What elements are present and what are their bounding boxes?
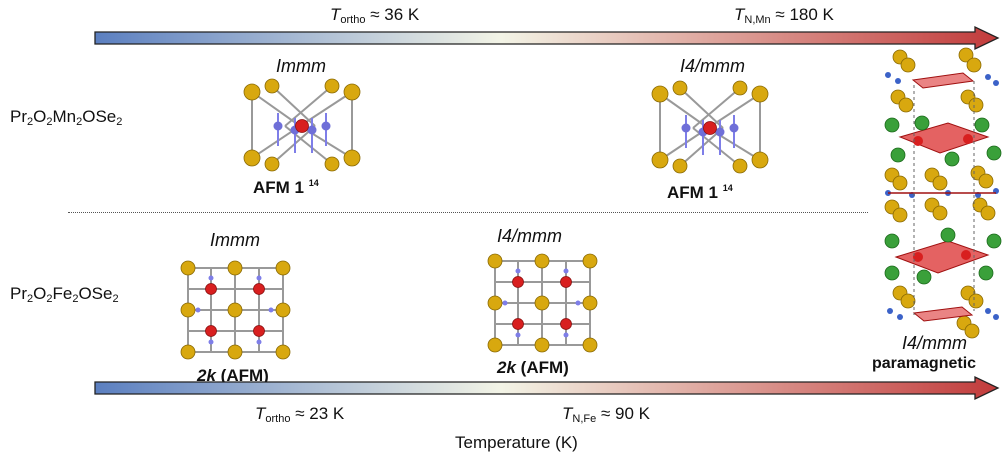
temperature-arrow-top bbox=[94, 25, 1000, 51]
t-ortho-mn-label: Tortho ≈ 36 K bbox=[330, 5, 420, 26]
fe-high-space-group: I4/mmm bbox=[497, 226, 562, 246]
fe-low-magnetic-label: 2k (AFM) bbox=[197, 366, 269, 385]
compound-label-fe: Pr2O2Fe2OSe2 bbox=[10, 284, 119, 305]
paramagnetic-label: paramagnetic bbox=[872, 355, 977, 372]
mn-low-structure bbox=[243, 78, 361, 172]
t-n-mn-label: TN,Mn ≈ 180 K bbox=[734, 5, 834, 26]
mn-high-structure bbox=[651, 80, 769, 174]
fe-low-space-group: Immm bbox=[210, 230, 260, 250]
temperature-arrow-bottom bbox=[94, 375, 1000, 401]
compound-label-mn: Pr2O2Mn2OSe2 bbox=[10, 107, 123, 128]
mn-high-magnetic-label: AFM 1 14 bbox=[667, 183, 733, 202]
temperature-axis-label: Temperature (K) bbox=[455, 433, 578, 452]
mn-high-space-group: I4/mmm bbox=[680, 56, 745, 76]
paramagnetic-space-group: I4/mmm bbox=[902, 333, 967, 353]
mn-low-space-group: Immm bbox=[276, 56, 326, 76]
t-n-fe-label: TN,Fe ≈ 90 K bbox=[562, 404, 650, 425]
t-ortho-fe-label: Tortho ≈ 23 K bbox=[255, 404, 345, 425]
fe-high-structure bbox=[487, 253, 598, 353]
paramagnetic-structure bbox=[884, 47, 1002, 339]
fe-high-magnetic-label: 2k (AFM) bbox=[497, 358, 569, 377]
row-separator bbox=[68, 212, 868, 213]
mn-low-magnetic-label: AFM 1 14 bbox=[253, 178, 319, 197]
fe-low-structure bbox=[180, 260, 291, 360]
